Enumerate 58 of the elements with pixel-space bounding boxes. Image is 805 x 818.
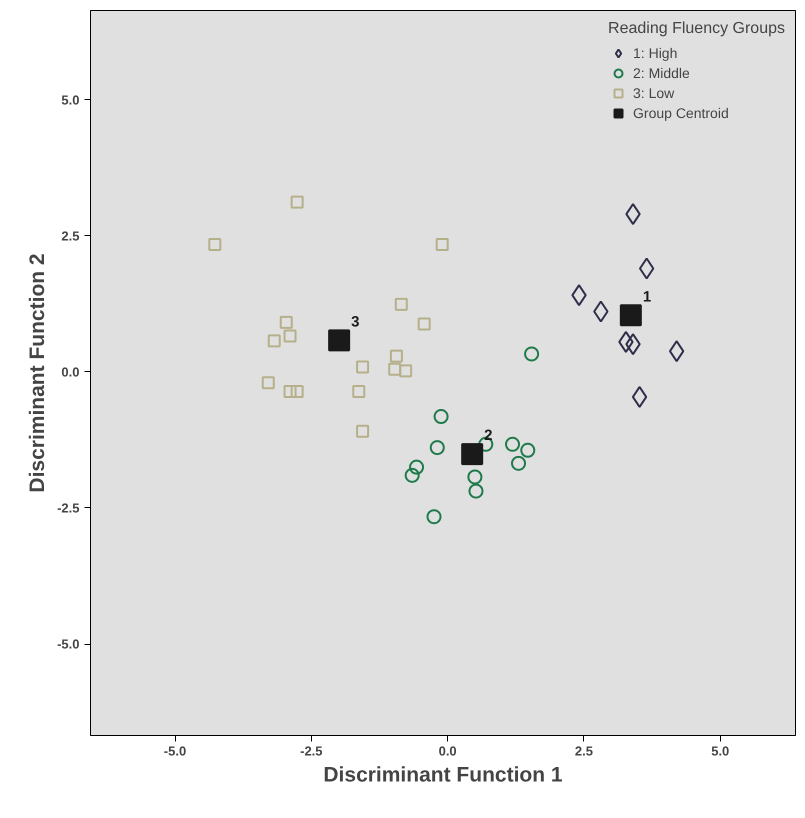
y-tick-label: 0.0 xyxy=(61,364,80,380)
legend-title: Reading Fluency Groups xyxy=(608,20,785,38)
point xyxy=(620,304,642,326)
y-tick-label: 5.0 xyxy=(61,92,80,108)
point xyxy=(418,318,431,331)
point xyxy=(511,456,526,471)
point xyxy=(434,409,449,424)
annotation: 1 xyxy=(642,288,652,306)
point xyxy=(208,238,222,252)
point xyxy=(268,334,281,348)
point xyxy=(632,386,648,408)
point xyxy=(618,330,634,353)
point xyxy=(409,460,424,475)
point xyxy=(638,257,654,280)
x-tick-label: -2.5 xyxy=(300,744,323,758)
point xyxy=(505,436,520,452)
point xyxy=(430,440,445,456)
point xyxy=(524,346,540,362)
legend-label: 2: Middle xyxy=(633,65,690,81)
x-tick-label: 0.0 xyxy=(438,744,457,758)
point xyxy=(467,469,482,484)
legend-label: 1: High xyxy=(633,45,678,61)
point xyxy=(436,238,449,252)
x-tick-label: -5.0 xyxy=(164,744,186,758)
legend-label: 3: Low xyxy=(633,85,674,101)
point xyxy=(328,329,350,352)
y-tick-label: -2.5 xyxy=(57,500,80,516)
annotation: 3 xyxy=(351,313,360,330)
point xyxy=(262,376,275,390)
point xyxy=(520,442,536,458)
point xyxy=(388,362,402,376)
point xyxy=(356,360,370,374)
point xyxy=(290,196,304,209)
point xyxy=(461,443,484,466)
point xyxy=(399,364,412,378)
x-axis-title: Discriminant Function 1 xyxy=(323,764,563,786)
point xyxy=(284,385,297,398)
point xyxy=(571,284,587,306)
point xyxy=(404,468,420,483)
point xyxy=(468,484,484,499)
y-tick-label: 2.5 xyxy=(61,228,80,244)
point xyxy=(290,385,304,398)
legend-label: Group Centroid xyxy=(633,105,729,121)
point xyxy=(284,329,297,342)
point xyxy=(593,300,609,322)
point xyxy=(625,333,641,356)
x-tick-label: 5.0 xyxy=(711,744,730,758)
point xyxy=(394,298,408,311)
y-tick-label: -5.0 xyxy=(57,636,80,652)
point xyxy=(668,340,684,362)
point xyxy=(356,424,370,438)
point xyxy=(625,203,641,226)
point xyxy=(390,350,403,363)
x-tick-label: 2.5 xyxy=(574,744,593,758)
y-axis-title: Discriminant Function 2 xyxy=(26,253,50,493)
point xyxy=(352,385,366,398)
point xyxy=(280,316,293,329)
point xyxy=(426,509,442,524)
